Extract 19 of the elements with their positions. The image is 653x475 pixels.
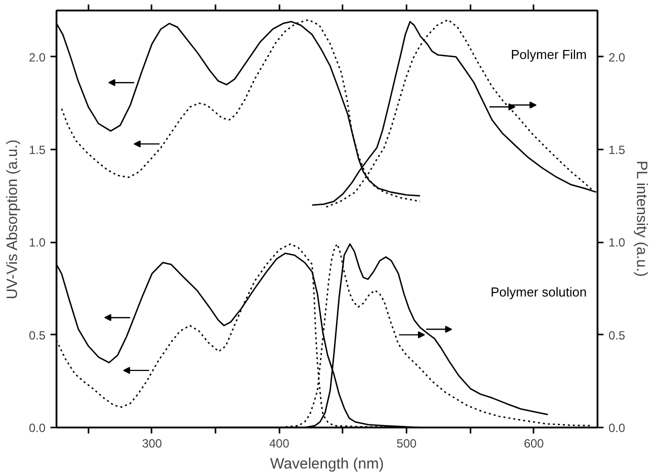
y-tick-label: 1.0 bbox=[28, 236, 46, 250]
y-tick-label: 2.0 bbox=[28, 50, 46, 64]
y-axis-title: UV-Vis Absorption (a.u.) bbox=[4, 140, 21, 300]
y-tick-label: 1.5 bbox=[28, 143, 46, 157]
y-tick-label: 0.5 bbox=[28, 328, 46, 342]
x-tick-label: 500 bbox=[396, 436, 417, 450]
y2-tick-label: 1.5 bbox=[608, 143, 626, 157]
annotation: Polymer solution bbox=[490, 284, 587, 300]
y2-tick-label: 0.0 bbox=[608, 421, 626, 435]
x-tick-label: 300 bbox=[142, 436, 162, 450]
x-tick-label: 600 bbox=[524, 436, 544, 450]
annotation: Polymer Film bbox=[510, 46, 587, 62]
y2-tick-label: 2.0 bbox=[608, 50, 626, 64]
y2-axis-title: PL intensity (a.u.) bbox=[633, 160, 650, 277]
y2-tick-label: 0.5 bbox=[608, 328, 626, 342]
x-axis-title: Wavelength (nm) bbox=[270, 456, 384, 472]
y-tick-label: 0.0 bbox=[28, 421, 46, 435]
x-tick-label: 400 bbox=[269, 436, 290, 450]
y2-tick-label: 1.0 bbox=[608, 236, 626, 250]
